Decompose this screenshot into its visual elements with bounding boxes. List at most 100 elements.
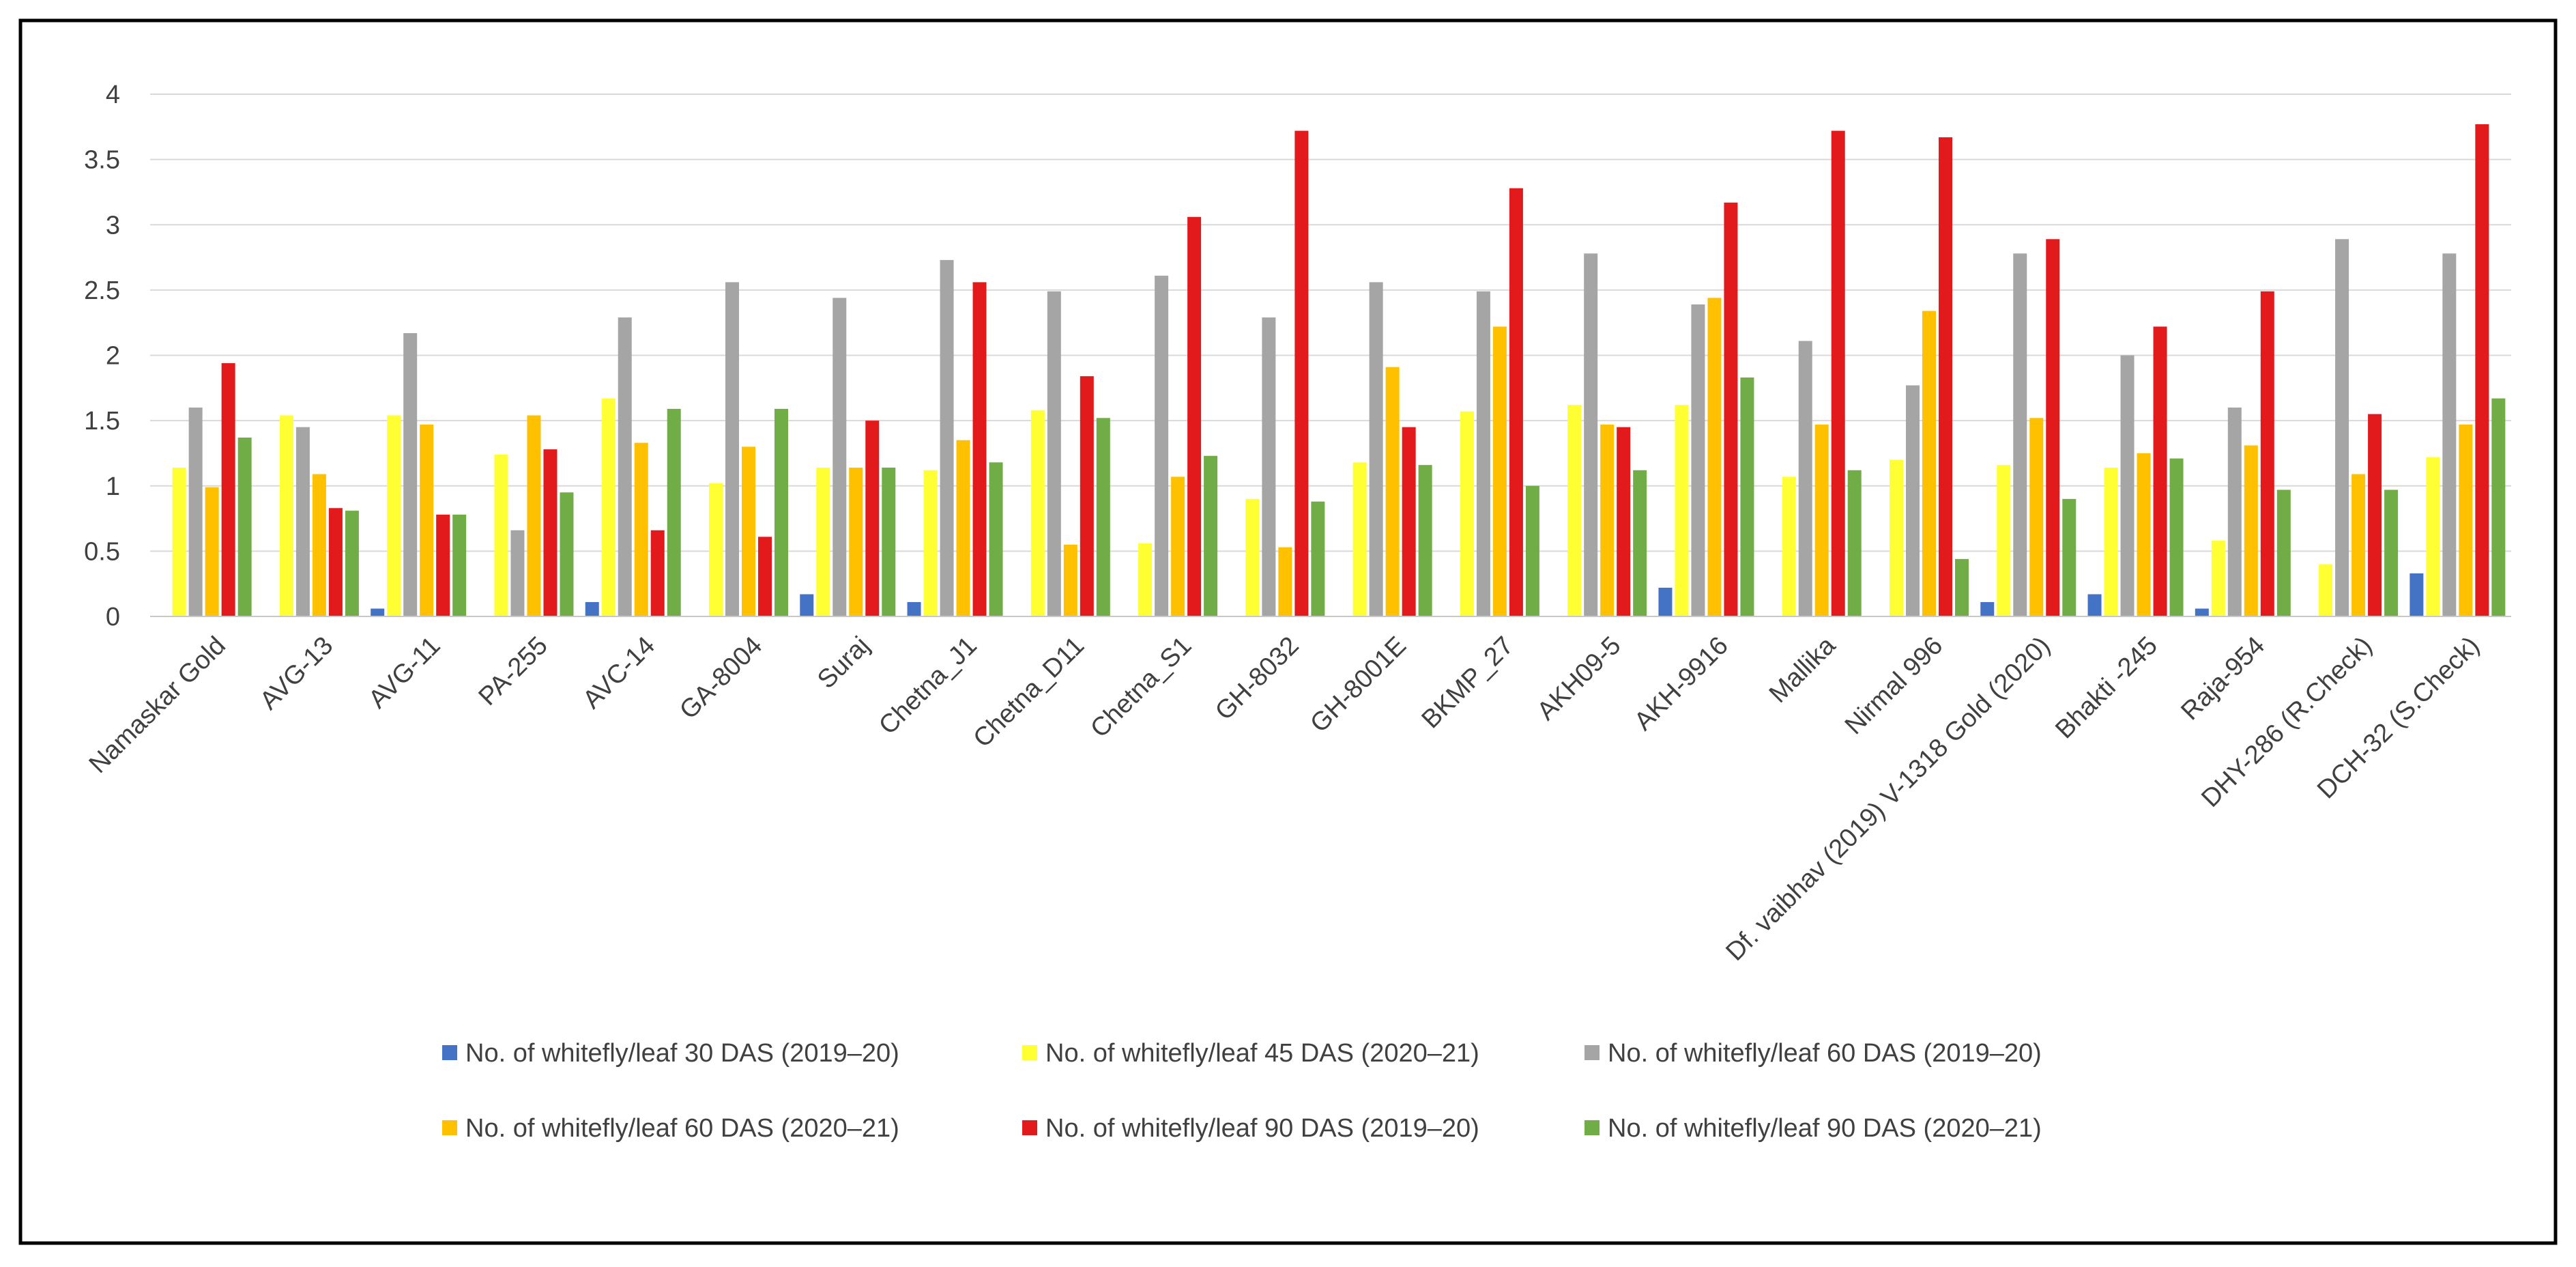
bar [1691, 304, 1705, 616]
bar [221, 362, 235, 616]
bar [2459, 424, 2473, 616]
bar [527, 415, 541, 616]
bar [436, 514, 450, 616]
bar [634, 442, 648, 616]
bar [1980, 601, 1995, 616]
bar [1245, 498, 1260, 616]
bar [2260, 291, 2274, 616]
bar [494, 454, 508, 616]
bar [800, 594, 814, 616]
bar [1955, 558, 1969, 616]
bar [907, 601, 921, 616]
bar [972, 282, 987, 616]
bar [775, 408, 788, 616]
bar [1460, 411, 1474, 616]
y-tick-label: 2.5 [84, 276, 120, 305]
bar [2335, 239, 2349, 617]
bar [2491, 398, 2506, 616]
bar [1080, 376, 1094, 616]
bar [1171, 476, 1185, 616]
bar [2029, 418, 2044, 616]
legend-label: No. of whitefly/leaf 90 DAS (2020–21) [1608, 1114, 2042, 1143]
bar [1369, 282, 1383, 616]
bar [2319, 564, 2333, 616]
bar [1385, 367, 1400, 616]
bar [205, 487, 219, 616]
bar [742, 446, 755, 616]
bar [2120, 355, 2134, 616]
bar [923, 470, 938, 616]
bar [1525, 485, 1539, 616]
bar [1204, 455, 1218, 616]
bar [1890, 459, 1903, 616]
bar [510, 530, 525, 616]
bar [1798, 341, 1812, 616]
bar [1262, 317, 1276, 616]
y-tick-label: 1 [106, 472, 120, 501]
bar [2013, 253, 2027, 616]
bar [2227, 408, 2242, 616]
bar [1096, 418, 1110, 616]
bar [2244, 445, 2258, 616]
legend-label: No. of whitefly/leaf 60 DAS (2020–21) [465, 1114, 899, 1143]
bar [1633, 470, 1647, 616]
bar [725, 282, 739, 616]
bar [2062, 498, 2076, 616]
bar [1997, 465, 2011, 616]
bar [1476, 291, 1490, 616]
bar [403, 332, 418, 616]
bar [2276, 489, 2291, 616]
bar [1814, 424, 1829, 616]
bar [328, 508, 343, 616]
y-tick-label: 4 [106, 81, 120, 109]
bar [312, 474, 326, 616]
bar [1600, 424, 1615, 616]
bar [420, 424, 434, 616]
bar [279, 415, 293, 616]
bar [1782, 476, 1796, 616]
y-tick-label: 3 [106, 211, 120, 240]
bar [237, 437, 252, 616]
bar [452, 514, 467, 616]
bar [2368, 414, 2382, 616]
bar [956, 440, 970, 616]
bar [1675, 405, 1689, 616]
y-axis-ticks: 0 0.5 1 1.5 2 2.5 3 3.5 4 [84, 81, 120, 631]
bar [1294, 130, 1309, 617]
bar [882, 467, 896, 616]
legend-swatch [442, 1120, 457, 1135]
bar [1831, 130, 1845, 617]
bar [2169, 458, 2184, 616]
bar [1740, 378, 1754, 616]
bar [618, 317, 632, 616]
bar [2442, 253, 2457, 616]
y-tick-label: 2 [106, 342, 120, 371]
legend-swatch [1022, 1045, 1037, 1060]
legend-swatch [442, 1045, 457, 1060]
bar [667, 408, 681, 616]
bar [345, 511, 359, 616]
bar [1402, 427, 1416, 616]
bar [371, 608, 385, 616]
bar [1847, 470, 1862, 616]
bar [1418, 465, 1432, 616]
bar [543, 449, 558, 616]
y-tick-label: 1.5 [84, 407, 120, 436]
bar [1138, 543, 1153, 616]
legend-label: No. of whitefly/leaf 90 DAS (2019–20) [1045, 1114, 1479, 1143]
bar [865, 421, 880, 616]
bar [1658, 587, 1673, 616]
bar [2104, 467, 2118, 616]
bar [758, 537, 772, 616]
bar [1567, 405, 1582, 616]
bar [295, 427, 310, 616]
bar [1155, 275, 1169, 616]
legend-label: No. of whitefly/leaf 30 DAS (2019–20) [465, 1039, 899, 1068]
bar [1707, 298, 1722, 616]
bar [1311, 501, 1325, 616]
legend-label: No. of whitefly/leaf 45 DAS (2020–21) [1045, 1039, 1479, 1068]
bar [1187, 216, 1202, 616]
y-tick-label: 0.5 [84, 537, 120, 566]
bar [1939, 137, 1952, 617]
